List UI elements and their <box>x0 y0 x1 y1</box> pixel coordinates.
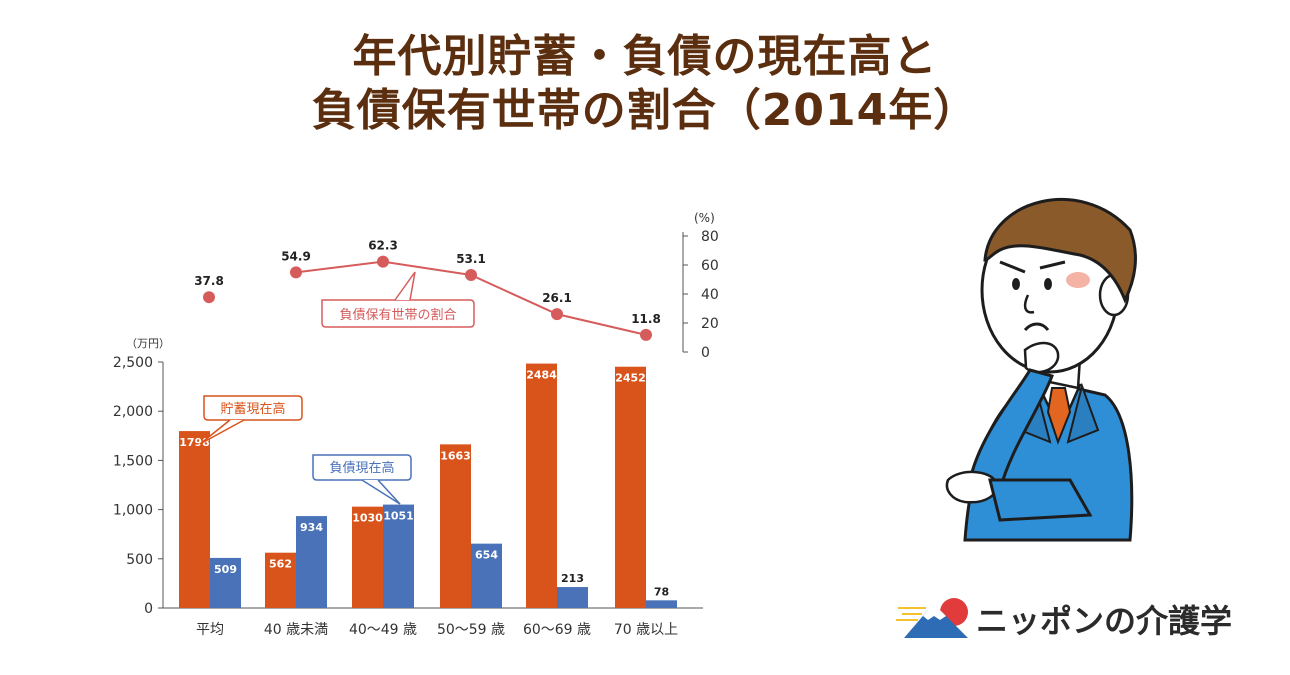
page-title: 年代別貯蓄・負債の現在高と 負債保有世帯の割合（2014年） <box>0 30 1290 138</box>
savings-callout-box <box>203 395 303 421</box>
logo-text: ニッポンの介護学 <box>976 602 1233 640</box>
debt-bar <box>557 587 588 608</box>
debt-bar <box>210 557 241 608</box>
debt-bar <box>383 504 414 608</box>
debt-callout-box <box>312 454 412 481</box>
x-tick-label: 70 歳以上 <box>614 622 678 638</box>
x-tick-label: 平均 <box>196 622 224 638</box>
savings-bar <box>179 431 210 608</box>
savings-bar <box>352 506 383 608</box>
ratio-point <box>640 328 652 341</box>
ratio-point <box>377 255 389 268</box>
left-axis-tick-label: 0 <box>144 601 153 617</box>
title-line-2: 負債保有世帯の割合（2014年） <box>311 85 979 136</box>
ratio-value-label: 11.8 <box>631 312 661 326</box>
ratio-point <box>203 291 215 304</box>
savings-value-label: 2484 <box>526 369 557 382</box>
ratio-value-label: 53.1 <box>456 252 486 266</box>
ratio-point <box>465 269 477 282</box>
ratio-value-label: 37.8 <box>194 274 224 288</box>
debt-value-label: 509 <box>214 563 237 576</box>
savings-value-label: 1663 <box>440 449 471 462</box>
right-axis-tick-label: 60 <box>701 258 719 274</box>
brand-logo: ニッポンの介護学 <box>896 590 1256 650</box>
ratio-value-label: 26.1 <box>542 291 572 305</box>
debt-value-label: 934 <box>300 521 323 534</box>
left-axis-tick-label: 1,500 <box>113 453 153 469</box>
left-axis-tick-label: 1,000 <box>113 503 153 519</box>
debt-value-label: 654 <box>475 549 498 562</box>
savings-value-label: 1030 <box>352 512 383 525</box>
ratio-value-label: 62.3 <box>368 239 398 253</box>
savings-value-label: 562 <box>269 558 292 571</box>
thinking-man-illustration <box>945 198 1137 542</box>
x-tick-label: 40 歳未満 <box>264 622 328 638</box>
right-axis-unit: (%) <box>694 211 715 225</box>
ratio-callout-pointer <box>394 271 416 301</box>
left-axis-tick-label: 2,500 <box>113 355 153 371</box>
x-tick-label: 60～69 歳 <box>523 622 591 638</box>
right-axis-tick-label: 20 <box>701 316 719 332</box>
title-line-1: 年代別貯蓄・負債の現在高と <box>352 31 938 82</box>
debt-bar <box>471 543 502 608</box>
ratio-point <box>290 266 302 279</box>
debt-value-label: 78 <box>654 585 669 598</box>
debt-bar <box>646 600 677 608</box>
left-axis-tick-label: 500 <box>126 552 153 568</box>
ratio-point <box>551 308 563 321</box>
debt-value-label: 213 <box>561 572 584 585</box>
ratio-value-label: 54.9 <box>281 249 311 263</box>
savings-bar <box>265 552 296 608</box>
savings-bar <box>440 444 471 608</box>
mount-fuji-icon <box>896 598 968 638</box>
x-tick-label: 50～59 歳 <box>437 622 505 638</box>
savings-bar <box>526 363 557 608</box>
right-axis-tick-label: 40 <box>701 287 719 303</box>
ratio-callout-box <box>321 299 475 328</box>
savings-value-label: 2452 <box>615 372 646 385</box>
right-axis-tick-label: 0 <box>701 345 710 361</box>
savings-bar <box>615 366 646 608</box>
savings-value-label: 1798 <box>179 436 210 449</box>
x-tick-label: 40～49 歳 <box>349 622 417 638</box>
right-axis-tick-label: 80 <box>701 229 719 245</box>
left-axis-tick-label: 2,000 <box>113 404 153 420</box>
ratio-callout-label: 負債保有世帯の割合 <box>339 307 456 323</box>
debt-callout-pointer <box>361 479 401 505</box>
debt-bar <box>296 516 327 608</box>
debt-callout-label: 負債現在高 <box>329 460 394 476</box>
savings-callout-pointer <box>199 419 245 445</box>
debt-value-label: 1051 <box>383 510 414 523</box>
left-axis-unit: （万円） <box>126 337 170 350</box>
savings-callout-label: 貯蓄現在高 <box>220 401 285 417</box>
